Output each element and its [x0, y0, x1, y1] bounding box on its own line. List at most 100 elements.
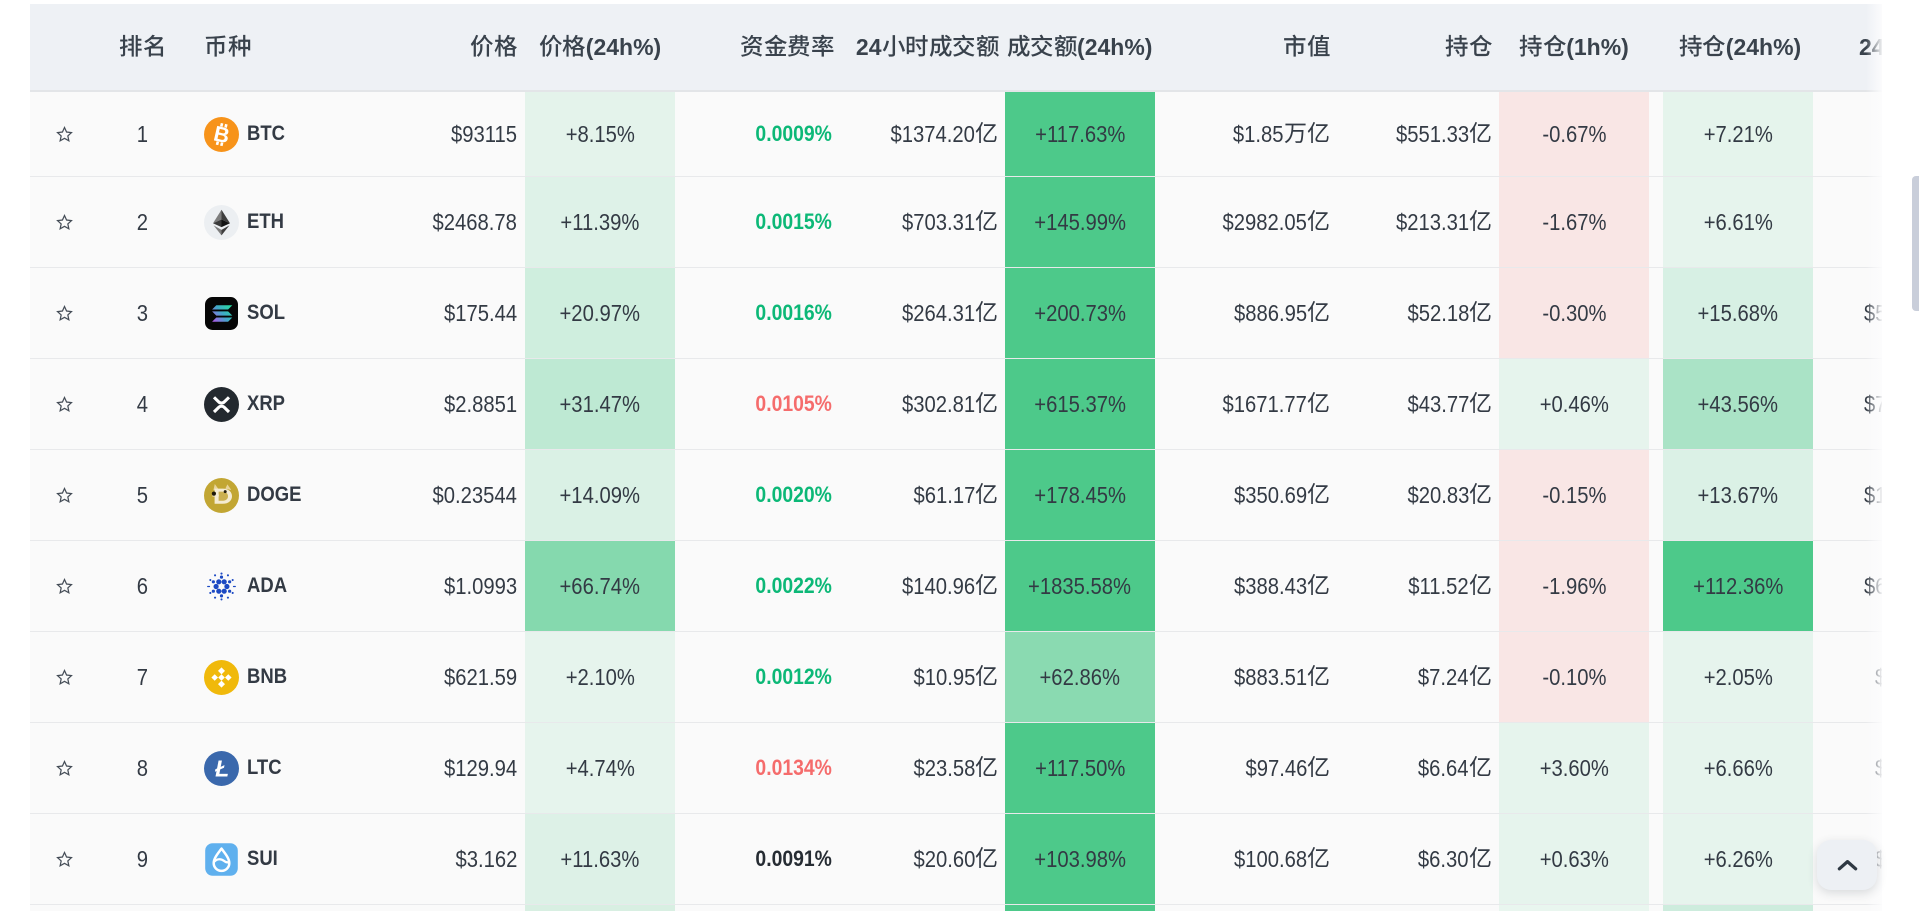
favorite-cell[interactable]: [30, 541, 110, 631]
column-header-price-change-24h[interactable]: (24h%): [521, 4, 679, 90]
column-header-funding-rate[interactable]: [679, 4, 836, 90]
rank-cell: 1: [110, 92, 175, 176]
coin-cell[interactable]: XRP: [175, 359, 440, 449]
coin-symbol[interactable]: SUI: [247, 847, 278, 870]
coin-symbol[interactable]: ADA: [247, 574, 288, 597]
futures-table: (24h%) 24 (24h%) (1h%) (24h%) 24 1 BTC $…: [30, 4, 1882, 911]
volume-change-24h-value: +200.73%: [1034, 299, 1126, 326]
coin-symbol[interactable]: LTC: [247, 756, 282, 779]
price-value: $2468.78: [432, 208, 517, 235]
coin-logo-icon: [204, 296, 239, 331]
price-value: $3.162: [455, 845, 517, 872]
price-change-24h-cell: +2.10%: [521, 632, 679, 722]
funding-rate-cell: 0.0016%: [679, 268, 836, 358]
favorite-cell[interactable]: [30, 450, 110, 540]
next-column-cell: [1817, 92, 1882, 176]
favorite-cell[interactable]: [30, 268, 110, 358]
coin-cell[interactable]: ETH: [175, 177, 440, 267]
coin-symbol[interactable]: DOGE: [247, 483, 302, 506]
volume-change-24h-value: +117.50%: [1034, 754, 1126, 781]
coin-cell[interactable]: SOL: [175, 268, 440, 358]
oi-change-1h-value: -0.30%: [1541, 299, 1607, 326]
column-header-price[interactable]: [440, 4, 521, 90]
table-row[interactable]: 6 ADA $1.0993 +66.74% 0.0022% $140.96 +1…: [30, 541, 1882, 632]
column-header-oi-change-1h[interactable]: (1h%): [1495, 4, 1653, 90]
favorite-cell[interactable]: [30, 814, 110, 904]
volume-24h-value: $23.58: [905, 755, 998, 782]
coin-cell[interactable]: DOGE: [175, 450, 440, 540]
funding-rate-cell: 0.0020%: [679, 450, 836, 540]
table-header-row: (24h%) 24 (24h%) (1h%) (24h%) 24: [30, 4, 1882, 92]
star-icon[interactable]: [55, 125, 74, 144]
favorite-cell[interactable]: [30, 92, 110, 176]
star-icon[interactable]: [55, 759, 74, 778]
star-icon[interactable]: [55, 486, 74, 505]
table-row[interactable]: 5 DOGE $0.23544 +14.09% 0.0020% $61.17 +…: [30, 450, 1882, 541]
star-icon[interactable]: [55, 850, 74, 869]
volume-24h-cell: $140.96: [836, 541, 1000, 631]
star-icon[interactable]: [55, 668, 74, 687]
column-header-volume-change-24h[interactable]: (24h%): [1000, 4, 1159, 90]
open-interest-value: $52.18: [1399, 300, 1492, 327]
volume-24h-cell: $20.60: [836, 814, 1000, 904]
column-header-coin[interactable]: [175, 4, 440, 90]
volume-24h-cell: $703.31: [836, 177, 1000, 267]
coin-symbol[interactable]: SOL: [247, 301, 285, 324]
favorite-cell[interactable]: [30, 177, 110, 267]
star-icon[interactable]: [55, 304, 74, 323]
volume-24h-cell: $23.58: [836, 723, 1000, 813]
volume-24h-value: $10.95: [905, 664, 998, 691]
open-interest-value: $20.83: [1399, 482, 1492, 509]
column-header-open-interest[interactable]: [1334, 4, 1495, 90]
market-cap-value: $97.46: [1237, 755, 1330, 782]
table-row[interactable]: 7 BNB $621.59 +2.10% 0.0012% $10.95 +62.…: [30, 632, 1882, 723]
favorite-cell[interactable]: [30, 359, 110, 449]
oi-change-1h-value: -0.10%: [1541, 663, 1607, 690]
column-header-oi-change-24h[interactable]: (24h%): [1658, 4, 1822, 90]
column-header-volume-24h[interactable]: 24: [836, 4, 1000, 90]
rank-cell: 6: [110, 541, 175, 631]
coin-cell[interactable]: SUI: [175, 814, 440, 904]
coin-cell[interactable]: BNB: [175, 632, 440, 722]
oi-change-24h-cell: +6.66%: [1653, 723, 1817, 813]
oi-change-1h-cell: -1.96%: [1495, 541, 1653, 631]
table-row[interactable]: 2 ETH $2468.78 +11.39% 0.0015% $703.31 +…: [30, 177, 1882, 268]
table-row[interactable]: 3 SOL $175.44 +20.97% 0.0016% $264.31 +2…: [30, 268, 1882, 359]
column-header-next-clipped[interactable]: 24: [1859, 33, 1882, 60]
open-interest-value: $7.24: [1411, 664, 1492, 691]
vertical-scrollbar-thumb[interactable]: [1912, 176, 1919, 311]
oi-change-24h-cell: +7.21%: [1653, 92, 1817, 176]
favorite-cell[interactable]: [30, 723, 110, 813]
scroll-to-top-button[interactable]: [1817, 840, 1877, 890]
table-row[interactable]: 4 XRP $2.8851 +31.47% 0.0105% $302.81 +6…: [30, 359, 1882, 450]
price-cell: $621.59: [440, 632, 521, 722]
price-change-24h-cell: +31.47%: [521, 359, 679, 449]
table-row[interactable]: 9 SUI $3.162 +11.63% 0.0091% $20.60 +103…: [30, 814, 1882, 905]
market-cap-cell: $883.51: [1159, 632, 1334, 722]
price-cell: $175.44: [440, 268, 521, 358]
coin-cell[interactable]: BTC: [175, 92, 440, 176]
volume-change-24h-cell: +103.98%: [1000, 814, 1159, 904]
price-value: $175.44: [443, 299, 517, 326]
favorite-cell[interactable]: [30, 632, 110, 722]
star-icon[interactable]: [55, 213, 74, 232]
star-icon[interactable]: [55, 395, 74, 414]
coin-cell[interactable]: LTC: [175, 723, 440, 813]
coin-symbol[interactable]: BTC: [247, 122, 285, 145]
oi-change-1h-value: +3.60%: [1539, 754, 1609, 781]
coin-symbol[interactable]: BNB: [247, 665, 288, 688]
table-row[interactable]: 8 LTC $129.94 +4.74% 0.0134% $23.58 +117…: [30, 723, 1882, 814]
coin-cell[interactable]: ADA: [175, 541, 440, 631]
open-interest-value: $43.77: [1399, 391, 1492, 418]
volume-change-24h-value: +1835.58%: [1028, 572, 1132, 599]
open-interest-cell: $43.77: [1334, 359, 1495, 449]
coin-symbol[interactable]: ETH: [247, 210, 284, 233]
star-icon[interactable]: [55, 577, 74, 596]
market-cap-value: $388.43: [1224, 573, 1330, 600]
price-cell: $3.162: [440, 814, 521, 904]
column-header-rank[interactable]: [110, 4, 175, 90]
table-row[interactable]: 1 BTC $93115 +8.15% 0.0009% $1374.20 +11…: [30, 92, 1882, 177]
coin-symbol[interactable]: XRP: [247, 392, 286, 415]
price-change-24h-value: +20.97%: [559, 299, 641, 326]
column-header-market-cap[interactable]: [1159, 4, 1334, 90]
